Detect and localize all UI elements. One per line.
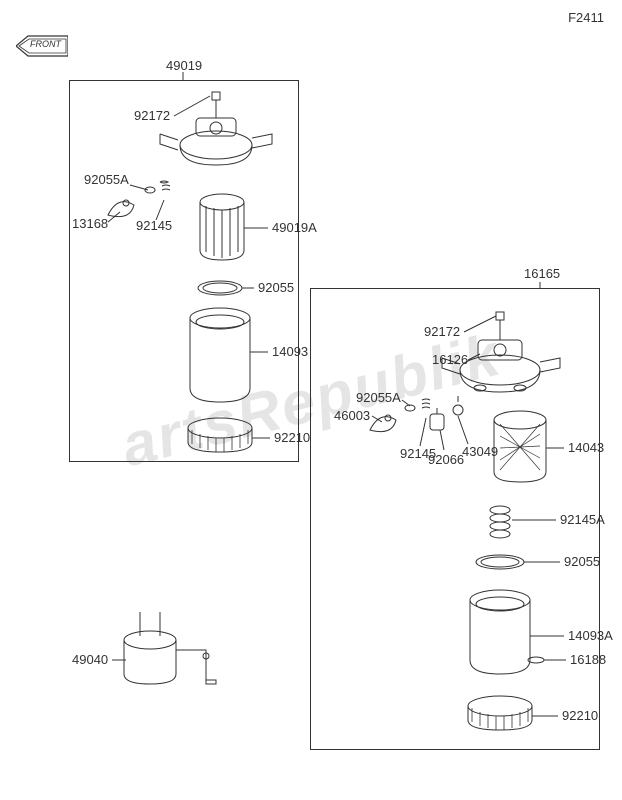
- part-filter-element-left: [200, 194, 244, 260]
- callout-92172-left: 92172: [134, 108, 170, 123]
- parts-svg: [0, 0, 622, 800]
- part-ringnut-left: [188, 418, 252, 452]
- callout-49019A: 49019A: [272, 220, 317, 235]
- part-pump-bottom: [124, 612, 216, 684]
- part-plug-right: [430, 408, 444, 430]
- part-spring-small-left: [160, 181, 170, 190]
- part-filter-head-left: [160, 92, 272, 165]
- callout-49019: 49019: [166, 58, 202, 73]
- part-lever-left: [108, 200, 134, 217]
- part-cup-left: [190, 308, 250, 402]
- callout-92145-left: 92145: [136, 218, 172, 233]
- callout-14043: 14043: [568, 440, 604, 455]
- callout-92055A-left: 92055A: [84, 172, 129, 187]
- callout-46003: 46003: [334, 408, 370, 423]
- part-spring-coil-right: [490, 506, 510, 538]
- callout-16188: 16188: [570, 652, 606, 667]
- callout-92066: 92066: [428, 452, 464, 467]
- part-spring-right: [422, 399, 430, 408]
- callout-92210-left: 92210: [274, 430, 310, 445]
- callout-92210-right: 92210: [562, 708, 598, 723]
- callout-14093A: 14093A: [568, 628, 613, 643]
- callout-92145A: 92145A: [560, 512, 605, 527]
- part-filter-element-right: [494, 411, 546, 482]
- callout-92055A-right: 92055A: [356, 390, 401, 405]
- diagram-page: FRONT F2411 artsRepublik: [0, 0, 622, 800]
- part-cup-right: [470, 590, 530, 674]
- callout-92172-right: 92172: [424, 324, 460, 339]
- part-ringnut-right: [468, 696, 532, 730]
- callout-49040: 49040: [72, 652, 108, 667]
- part-valve-right: [453, 396, 463, 415]
- callout-16165: 16165: [524, 266, 560, 281]
- callout-43049: 43049: [462, 444, 498, 459]
- callout-92055-left: 92055: [258, 280, 294, 295]
- callout-13168: 13168: [72, 216, 108, 231]
- callout-16126: 16126: [432, 352, 468, 367]
- part-oring-left: [198, 281, 242, 295]
- callout-92055-right: 92055: [564, 554, 600, 569]
- part-oring-right: [476, 555, 524, 569]
- callout-14093: 14093: [272, 344, 308, 359]
